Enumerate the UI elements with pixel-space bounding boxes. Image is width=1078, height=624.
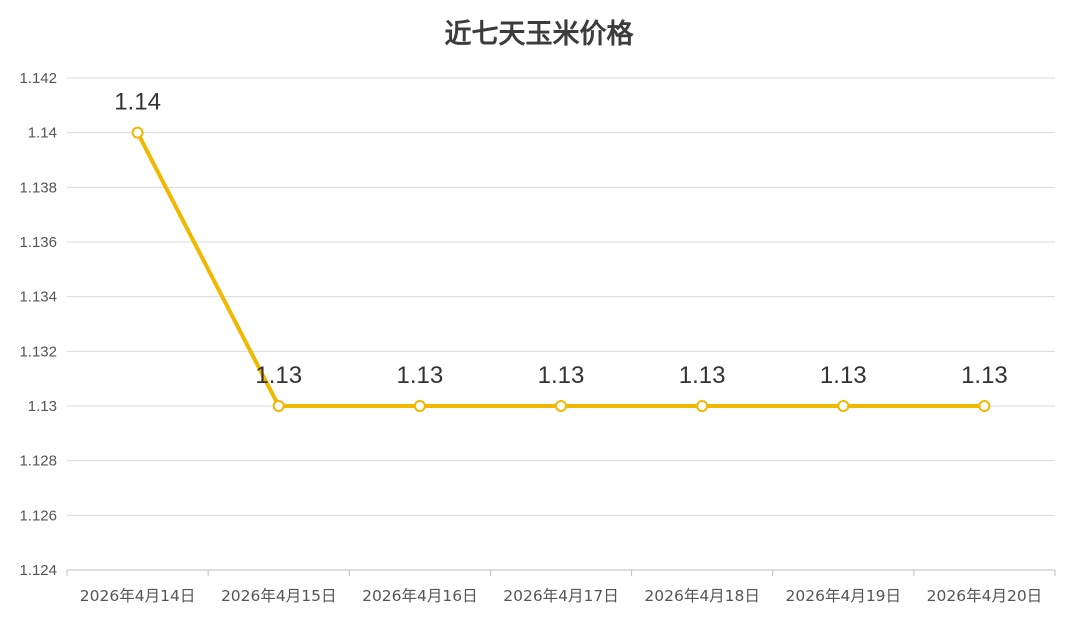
x-tick-label: 2026年4月18日 (644, 587, 760, 605)
x-tick-label: 2026年4月16日 (362, 587, 478, 605)
data-point (696, 400, 709, 412)
y-tick-label: 1.126 (19, 507, 57, 524)
y-tick-label: 1.142 (19, 70, 57, 87)
y-tick-label: 1.132 (19, 343, 57, 360)
series-corn-price (131, 126, 991, 412)
x-tick-label: 2026年4月19日 (786, 587, 902, 605)
chart-title: 近七天玉米价格 (445, 19, 635, 50)
y-tick-label: 1.138 (19, 179, 57, 196)
x-tick-label: 2026年4月14日 (80, 587, 196, 605)
x-tick-label: 2026年4月15日 (221, 587, 337, 605)
data-label: 1.13 (820, 362, 867, 389)
data-labels: 1.14 1.13 1.13 1.13 1.13 1.13 1.13 (114, 89, 1008, 389)
data-point (837, 400, 850, 412)
y-tick-label: 1.14 (28, 125, 57, 142)
data-point (413, 400, 426, 412)
data-label: 1.14 (114, 89, 161, 116)
x-axis (66, 569, 1056, 576)
data-point (978, 400, 991, 412)
y-tick-label: 1.128 (19, 453, 57, 470)
x-axis-tick-labels: 2026年4月14日 2026年4月15日 2026年4月16日 2026年4月17日… (80, 587, 1042, 605)
data-point (555, 400, 567, 412)
data-point (131, 126, 144, 139)
data-label: 1.13 (538, 362, 585, 389)
x-tick-label: 2026年4月17日 (503, 587, 619, 605)
data-label: 1.13 (396, 362, 443, 389)
data-label: 1.13 (679, 362, 726, 389)
y-tick-label: 1.124 (19, 562, 57, 579)
gridlines (67, 77, 1055, 516)
x-tick-label: 2026年4月20日 (927, 587, 1043, 605)
y-tick-label: 1.13 (28, 398, 57, 415)
data-label: 1.13 (255, 362, 302, 389)
y-axis-tick-labels: 1.124 1.126 1.128 1.13 1.132 1.134 1.136 1.138 1… (19, 70, 57, 579)
data-point (272, 400, 285, 412)
data-label: 1.13 (961, 362, 1008, 389)
y-tick-label: 1.134 (19, 289, 57, 306)
y-tick-label: 1.136 (19, 234, 57, 251)
